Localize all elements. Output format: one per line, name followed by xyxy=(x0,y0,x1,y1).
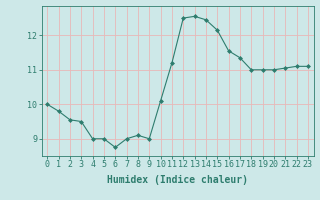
X-axis label: Humidex (Indice chaleur): Humidex (Indice chaleur) xyxy=(107,175,248,185)
